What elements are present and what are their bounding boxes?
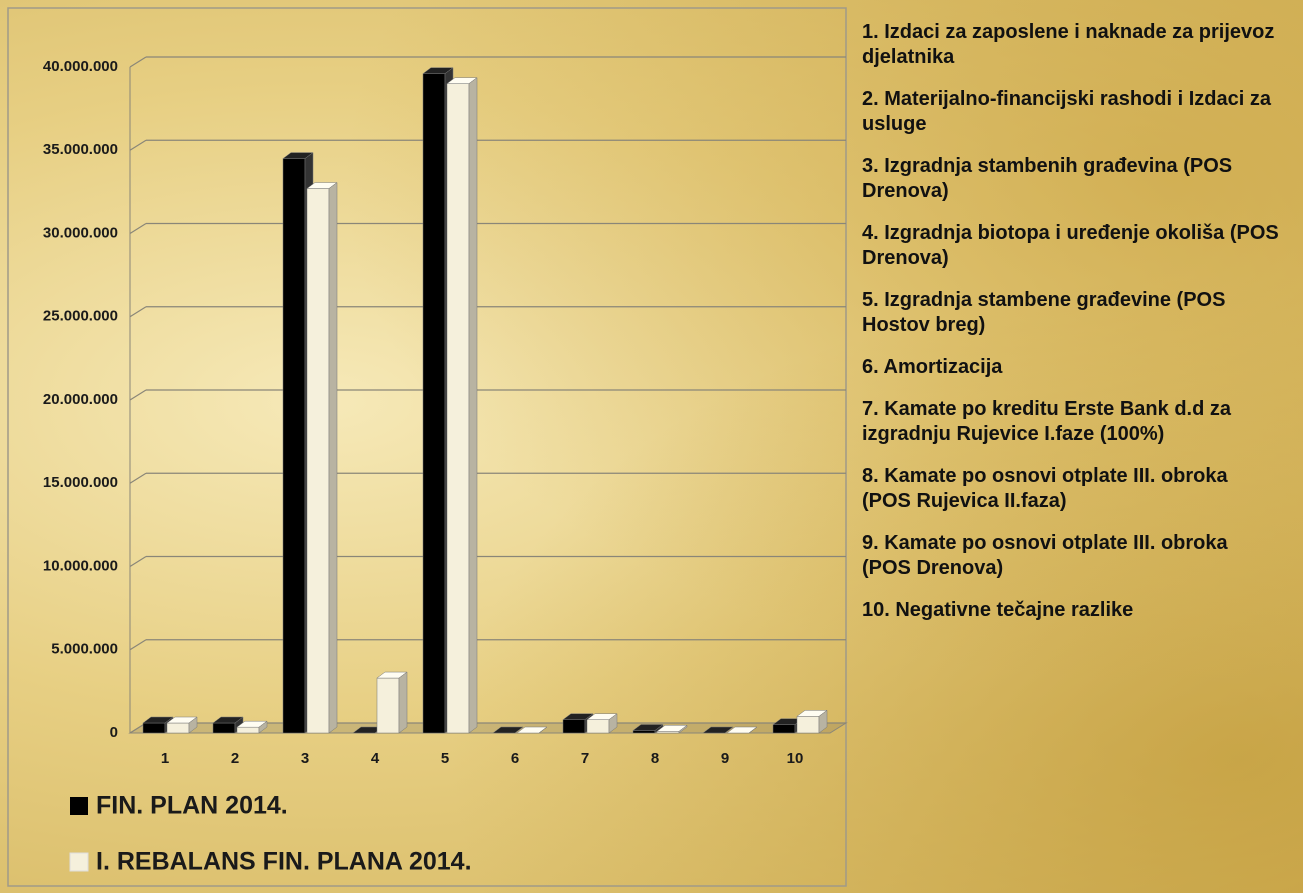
grid-line-side (129, 222, 147, 235)
bar-side (398, 671, 408, 734)
bar (656, 724, 688, 734)
category-note: 2. Materijalno-financijski rashodi i Izd… (862, 88, 1272, 135)
bar-side (748, 726, 758, 734)
x-tick-label: 6 (511, 750, 519, 767)
bar-front (422, 73, 446, 734)
x-tick-label: 1 (161, 750, 169, 767)
legend-label: FIN. PLAN 2014. (96, 792, 288, 820)
x-tick-label: 4 (371, 750, 380, 767)
category-note: 9. Kamate po osnovi otplate III. obroka … (862, 532, 1228, 579)
category-note: 7. Kamate po kreditu Erste Bank d.d za i… (862, 398, 1231, 445)
bar-front (586, 719, 610, 734)
grid-line-side (129, 639, 147, 651)
bar-front (562, 719, 586, 734)
y-tick-label: 0 (110, 724, 118, 741)
bar-side (258, 720, 268, 734)
y-tick-label: 20.000.000 (43, 391, 118, 408)
bar-front (212, 722, 236, 734)
x-tick-label: 9 (721, 750, 729, 767)
bar-side (328, 182, 338, 734)
legend-swatch (70, 797, 88, 815)
grid-line-side (129, 389, 147, 401)
y-tick-label: 15.000.000 (43, 474, 118, 491)
category-note: 10. Negativne tečajne razlike (862, 599, 1134, 621)
bar (376, 671, 408, 734)
category-note: 5. Izgradnja stambene građevine (POS Hos… (862, 289, 1226, 336)
bar-front (166, 722, 190, 734)
bar (166, 716, 198, 734)
bar-side (538, 726, 548, 734)
bar-front (376, 677, 400, 734)
bar-side (724, 726, 734, 734)
y-tick-label: 35.000.000 (43, 141, 118, 158)
bar (306, 182, 338, 734)
grid-line-side (129, 555, 147, 568)
category-note: 6. Amortizacija (862, 356, 1003, 378)
category-note: 8. Kamate po osnovi otplate III. obroka … (862, 465, 1228, 512)
x-tick-label: 5 (441, 750, 449, 767)
x-tick-label: 7 (581, 750, 589, 767)
category-notes: 1. Izdaci za zaposlene i naknade za prij… (862, 20, 1282, 640)
y-tick-label: 40.000.000 (43, 58, 118, 75)
bar (516, 726, 548, 734)
y-tick-label: 25.000.000 (43, 308, 118, 325)
bar-front (142, 722, 166, 734)
grid-line-side (129, 56, 147, 68)
bar-side (608, 713, 618, 734)
x-tick-label: 10 (787, 750, 804, 767)
bar (236, 720, 268, 734)
bar-front (306, 188, 330, 734)
bar (446, 77, 478, 734)
bar-side (818, 709, 828, 734)
bar-front (796, 716, 820, 734)
y-tick-label: 30.000.000 (43, 224, 118, 241)
legend-label: I. REBALANS FIN. PLANA 2014. (96, 848, 472, 876)
category-note: 3. Izgradnja stambenih građevina (POS Dr… (862, 155, 1233, 202)
bar (726, 726, 758, 734)
bar (796, 709, 828, 734)
grid-line-side (129, 139, 147, 151)
category-note: 1. Izdaci za zaposlene i naknade za prij… (862, 21, 1275, 68)
y-tick-label: 5.000.000 (51, 641, 118, 658)
bar-side (678, 724, 688, 734)
y-tick-label: 10.000.000 (43, 557, 118, 574)
bar-front (236, 726, 260, 734)
bar-front (772, 724, 796, 734)
bar-front (632, 730, 656, 734)
bar (632, 724, 664, 734)
x-tick-label: 8 (651, 750, 659, 767)
x-tick-label: 2 (231, 750, 239, 767)
bar-front (282, 158, 306, 734)
bar (586, 713, 618, 734)
bar-front (446, 83, 470, 734)
category-note: 4. Izgradnja biotopa i uređenje okoliša … (862, 222, 1279, 269)
chart-border (7, 7, 847, 887)
bar-side (468, 77, 478, 734)
grid-line-side (129, 472, 147, 484)
bar-side (514, 726, 524, 734)
bar (702, 726, 734, 734)
legend-swatch (69, 852, 89, 872)
x-tick-label: 3 (301, 750, 309, 767)
bar-side (188, 716, 198, 734)
bar (492, 726, 524, 734)
grid-line-side (129, 306, 147, 318)
